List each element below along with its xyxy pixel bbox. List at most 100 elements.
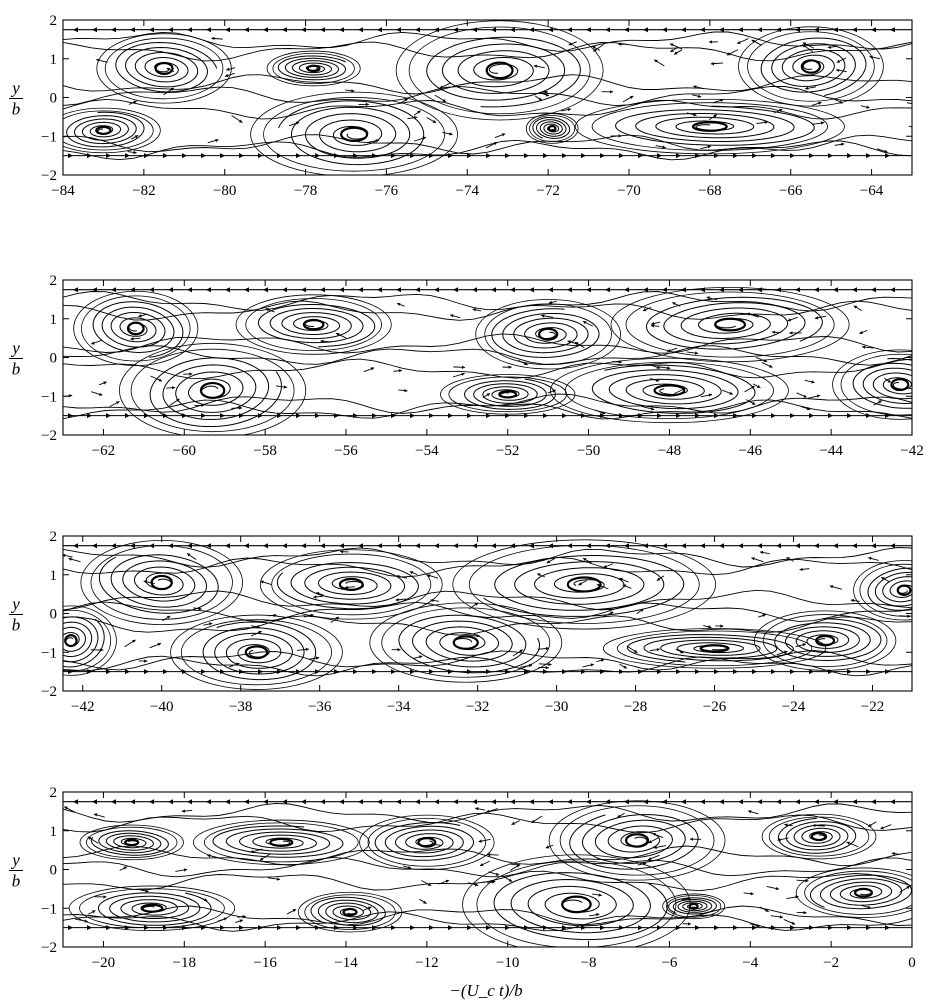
velocity-arrowhead	[548, 662, 552, 667]
velocity-arrowhead	[63, 553, 66, 558]
velocity-arrowhead	[404, 388, 408, 393]
vortex-core	[417, 837, 437, 848]
velocity-arrowhead	[593, 48, 597, 52]
velocity-arrowhead	[756, 384, 761, 388]
vortex-spiral	[97, 892, 212, 926]
velocity-arrowhead	[746, 312, 751, 316]
velocity-arrowhead	[474, 602, 479, 606]
velocity-arrowhead	[493, 142, 498, 146]
boundary-arrowhead	[429, 153, 434, 159]
velocity-arrowhead	[166, 615, 171, 619]
vortex-spiral	[257, 304, 376, 348]
boundary-arrowhead	[847, 413, 852, 419]
velocity-arrowhead	[239, 919, 243, 923]
vortex-outer-streamline	[662, 893, 726, 920]
boundary-arrowhead	[600, 413, 605, 419]
velocity-arrowhead	[475, 807, 479, 811]
boundary-arrowhead	[814, 543, 819, 549]
boundary-arrowhead	[206, 27, 211, 33]
velocity-arrowhead	[913, 387, 916, 390]
boundary-arrowhead	[472, 287, 477, 293]
background-streamline	[63, 134, 912, 155]
x-tick-label: −4	[742, 955, 758, 971]
boundary-arrowhead	[73, 543, 78, 549]
boundary-arrowhead	[206, 287, 211, 293]
velocity-arrowhead	[215, 138, 219, 143]
velocity-arrowhead	[449, 132, 453, 136]
x-tick-label: −82	[132, 183, 155, 199]
x-tick-label: −30	[545, 699, 568, 715]
plot-area	[63, 799, 912, 947]
velocity-arrowhead	[598, 893, 602, 897]
velocity-arrowhead	[784, 650, 788, 654]
vortex-spiral	[464, 378, 556, 410]
vortex-outer-streamline	[245, 298, 382, 352]
velocity-arrowhead	[799, 567, 803, 572]
boundary-arrowhead	[301, 799, 306, 805]
boundary-arrowhead	[282, 543, 287, 549]
velocity-arrowhead	[417, 110, 421, 114]
velocity-arrowhead	[414, 115, 418, 120]
velocity-arrowhead	[596, 913, 600, 917]
boundary-arrowhead	[738, 543, 743, 549]
velocity-arrowhead	[778, 108, 783, 113]
boundary-arrowhead	[776, 27, 781, 33]
vortex-outer-streamline	[359, 814, 495, 871]
velocity-arrowhead	[568, 42, 573, 46]
velocity-arrowhead	[396, 574, 400, 579]
boundary-arrowhead	[719, 27, 724, 33]
vortex-core	[800, 59, 822, 74]
velocity-arrowhead	[862, 345, 866, 349]
velocity-arrowhead	[806, 407, 811, 411]
boundary-arrowhead	[714, 925, 719, 931]
boundary-arrowhead	[738, 287, 743, 293]
background-streamline	[63, 98, 912, 120]
plot-area	[63, 286, 916, 435]
velocity-arrowhead	[198, 607, 202, 611]
boundary-arrowhead	[809, 925, 814, 931]
x-tick-label: −54	[415, 443, 439, 459]
velocity-arrowhead	[201, 403, 205, 408]
boundary-arrowhead	[624, 27, 629, 33]
vortex-core	[452, 635, 479, 650]
velocity-arrowhead	[827, 45, 832, 49]
boundary-arrowhead	[396, 799, 401, 805]
velocity-arrowhead	[495, 872, 500, 876]
vortex-outer-streamline	[304, 894, 396, 930]
boundary-arrowhead	[220, 669, 225, 675]
boundary-arrowhead	[168, 27, 173, 33]
boundary-arrowhead	[92, 287, 97, 293]
velocity-arrowhead	[878, 400, 882, 404]
x-tick-label: −48	[658, 443, 681, 459]
boundary-arrowhead	[643, 27, 648, 33]
boundary-arrowhead	[719, 543, 724, 549]
boundary-arrowhead	[562, 153, 567, 159]
velocity-arrowhead	[656, 577, 661, 581]
boundary-arrowhead	[562, 669, 567, 675]
velocity-arrowhead	[839, 100, 843, 104]
boundary-arrowhead	[738, 27, 743, 33]
velocity-arrowhead	[751, 557, 755, 561]
vortex-outer-streamline	[840, 353, 912, 416]
boundary-arrowhead	[562, 925, 567, 931]
velocity-arrowhead	[682, 388, 686, 392]
boundary-arrowhead	[700, 27, 705, 33]
vortex-core	[624, 833, 650, 848]
boundary-arrowhead	[467, 925, 472, 931]
boundary-arrowhead	[486, 669, 491, 675]
background-streamline	[63, 556, 912, 578]
boundary-arrowhead	[320, 27, 325, 33]
boundary-arrowhead	[681, 27, 686, 33]
velocity-arrowhead	[814, 316, 819, 320]
velocity-arrowhead	[545, 845, 550, 849]
background-streamline	[63, 845, 912, 867]
boundary-arrowhead	[149, 287, 154, 293]
boundary-arrowhead	[619, 413, 624, 419]
velocity-arrowhead	[132, 639, 136, 643]
boundary-arrowhead	[676, 925, 681, 931]
boundary-arrowhead	[885, 925, 890, 931]
velocity-arrowhead	[592, 46, 596, 49]
boundary-arrowhead	[790, 669, 795, 675]
velocity-arrowhead	[907, 614, 911, 618]
velocity-arrowhead	[623, 665, 627, 669]
